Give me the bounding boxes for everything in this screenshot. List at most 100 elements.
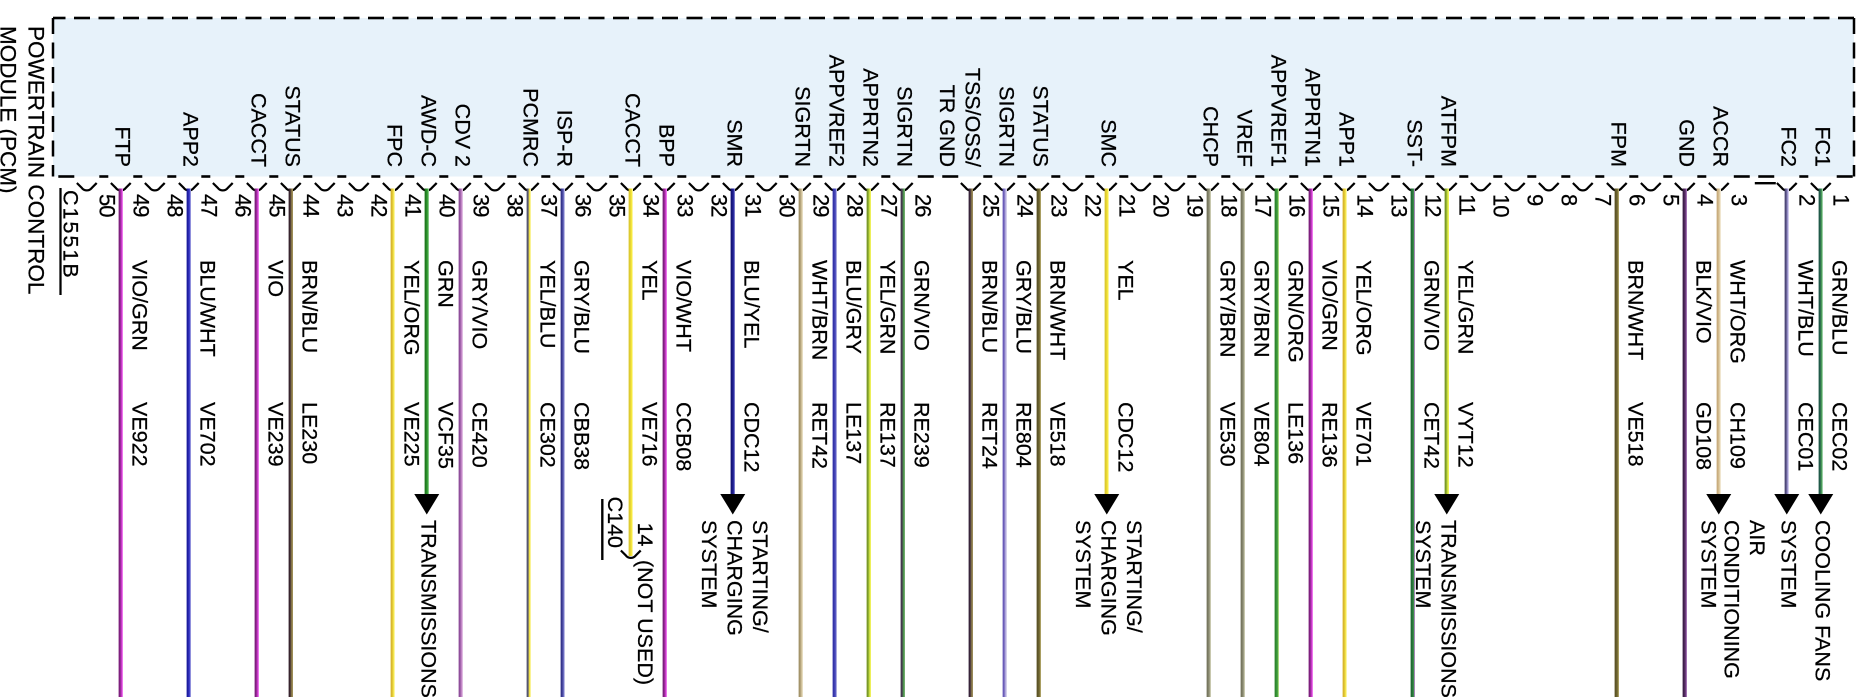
- svg-text:CE420: CE420: [467, 402, 491, 468]
- svg-text:14: 14: [633, 523, 657, 547]
- svg-text:BRN/WHT: BRN/WHT: [1045, 260, 1069, 360]
- svg-text:LE230: LE230: [297, 402, 321, 464]
- svg-text:TSS/OSS/: TSS/OSS/: [960, 68, 984, 167]
- svg-text:GRY/BLU: GRY/BLU: [1011, 260, 1035, 354]
- svg-text:10: 10: [1488, 194, 1513, 217]
- svg-text:C140: C140: [603, 497, 627, 548]
- svg-text:MODULE (PCM): MODULE (PCM): [0, 26, 21, 194]
- svg-text:WHT/BLU: WHT/BLU: [1793, 260, 1817, 357]
- svg-text:CBB38: CBB38: [569, 402, 593, 470]
- svg-text:BRN/BLU: BRN/BLU: [977, 260, 1001, 353]
- svg-text:CHCP: CHCP: [1198, 106, 1222, 167]
- svg-text:11: 11: [1454, 194, 1479, 216]
- svg-text:3: 3: [1726, 194, 1751, 206]
- svg-text:RE137: RE137: [875, 402, 899, 468]
- svg-text:BRN/BLU: BRN/BLU: [297, 260, 321, 353]
- svg-text:47: 47: [196, 194, 221, 217]
- svg-text:WHT/BRN: WHT/BRN: [807, 260, 831, 360]
- svg-text:12: 12: [1420, 194, 1445, 217]
- svg-text:28: 28: [842, 194, 867, 217]
- svg-text:33: 33: [672, 194, 697, 217]
- svg-text:SYSTEM: SYSTEM: [697, 520, 721, 608]
- svg-text:25: 25: [978, 194, 1003, 217]
- svg-text:SMC: SMC: [1096, 119, 1120, 167]
- svg-text:23: 23: [1046, 194, 1071, 217]
- svg-text:CDV 2: CDV 2: [450, 104, 474, 167]
- svg-text:APPVREF1: APPVREF1: [1266, 55, 1290, 167]
- svg-text:49: 49: [128, 194, 153, 217]
- svg-text:VE225: VE225: [399, 402, 423, 467]
- svg-text:RET42: RET42: [807, 402, 831, 469]
- svg-text:SYSTEM: SYSTEM: [1071, 520, 1095, 608]
- svg-text:37: 37: [536, 194, 561, 217]
- svg-text:VCF35: VCF35: [433, 402, 457, 469]
- svg-text:WHT/ORG: WHT/ORG: [1725, 260, 1749, 364]
- svg-text:24: 24: [1012, 194, 1037, 217]
- svg-text:CE302: CE302: [535, 402, 559, 468]
- svg-text:42: 42: [366, 194, 391, 217]
- svg-text:2: 2: [1794, 194, 1819, 206]
- svg-text:APPVREF2: APPVREF2: [824, 55, 848, 167]
- svg-text:17: 17: [1250, 194, 1275, 217]
- svg-text:CACCT: CACCT: [246, 93, 270, 167]
- svg-text:FPC: FPC: [382, 124, 406, 167]
- svg-text:AWD-C: AWD-C: [416, 95, 440, 167]
- svg-text:39: 39: [468, 194, 493, 217]
- svg-text:YEL: YEL: [1113, 260, 1137, 301]
- svg-text:36: 36: [570, 194, 595, 217]
- svg-text:STATUS: STATUS: [280, 85, 304, 167]
- svg-text:RE239: RE239: [909, 402, 933, 468]
- svg-text:SMR: SMR: [722, 119, 746, 167]
- svg-text:GD108: GD108: [1691, 402, 1715, 470]
- svg-text:ISP-R: ISP-R: [552, 110, 576, 167]
- svg-text:VE702: VE702: [195, 402, 219, 467]
- svg-text:48: 48: [162, 194, 187, 217]
- svg-text:COOLING FANS: COOLING FANS: [1810, 520, 1834, 681]
- svg-text:STATUS: STATUS: [1028, 85, 1052, 167]
- svg-text:APP1: APP1: [1334, 112, 1358, 167]
- svg-text:SST-: SST-: [1402, 119, 1426, 167]
- svg-text:44: 44: [298, 194, 323, 217]
- svg-text:14: 14: [1352, 194, 1377, 217]
- svg-text:ATFPM: ATFPM: [1436, 96, 1460, 167]
- svg-text:C1551B: C1551B: [59, 190, 83, 280]
- svg-text:CDC12: CDC12: [739, 402, 763, 473]
- svg-text:AIR: AIR: [1745, 520, 1769, 556]
- svg-text:26: 26: [910, 194, 935, 217]
- svg-text:GRY/BRN: GRY/BRN: [1249, 260, 1273, 358]
- svg-text:VE701: VE701: [1351, 402, 1375, 467]
- svg-text:CDC12: CDC12: [1113, 402, 1137, 473]
- svg-text:LE136: LE136: [1283, 402, 1307, 464]
- svg-text:35: 35: [604, 194, 629, 217]
- svg-text:GRY/BLU: GRY/BLU: [569, 260, 593, 354]
- svg-text:GRN/ORG: GRN/ORG: [1283, 260, 1307, 363]
- svg-text:VIO: VIO: [263, 260, 287, 297]
- svg-text:50: 50: [94, 194, 119, 217]
- svg-text:FC2: FC2: [1776, 126, 1800, 167]
- svg-text:RE804: RE804: [1011, 402, 1035, 468]
- svg-text:VE716: VE716: [637, 402, 661, 467]
- svg-text:32: 32: [706, 194, 731, 217]
- svg-text:BLK/VIO: BLK/VIO: [1691, 260, 1715, 344]
- svg-text:18: 18: [1216, 194, 1241, 217]
- svg-text:VYT12: VYT12: [1453, 402, 1477, 468]
- svg-text:46: 46: [230, 194, 255, 217]
- svg-text:CACCT: CACCT: [620, 93, 644, 167]
- svg-text:5: 5: [1658, 194, 1683, 206]
- svg-text:YEL/BLU: YEL/BLU: [535, 260, 559, 348]
- svg-text:CEC02: CEC02: [1827, 402, 1851, 471]
- svg-text:27: 27: [876, 194, 901, 217]
- svg-text:VREF: VREF: [1232, 110, 1256, 167]
- svg-text:(NOT USED): (NOT USED): [633, 560, 657, 685]
- svg-text:CONDITIONING: CONDITIONING: [1720, 520, 1744, 679]
- svg-text:GRN/VIO: GRN/VIO: [1419, 260, 1443, 351]
- svg-text:40: 40: [434, 194, 459, 217]
- svg-text:TRANSMISSIONS: TRANSMISSIONS: [416, 520, 440, 697]
- svg-text:BRN/WHT: BRN/WHT: [1623, 260, 1647, 360]
- svg-text:RET24: RET24: [977, 402, 1001, 469]
- svg-text:FTP: FTP: [110, 126, 134, 167]
- svg-text:16: 16: [1284, 194, 1309, 217]
- svg-text:SYSTEM: SYSTEM: [1411, 520, 1435, 608]
- svg-text:GRY/BRN: GRY/BRN: [1215, 260, 1239, 358]
- svg-text:VE239: VE239: [263, 402, 287, 467]
